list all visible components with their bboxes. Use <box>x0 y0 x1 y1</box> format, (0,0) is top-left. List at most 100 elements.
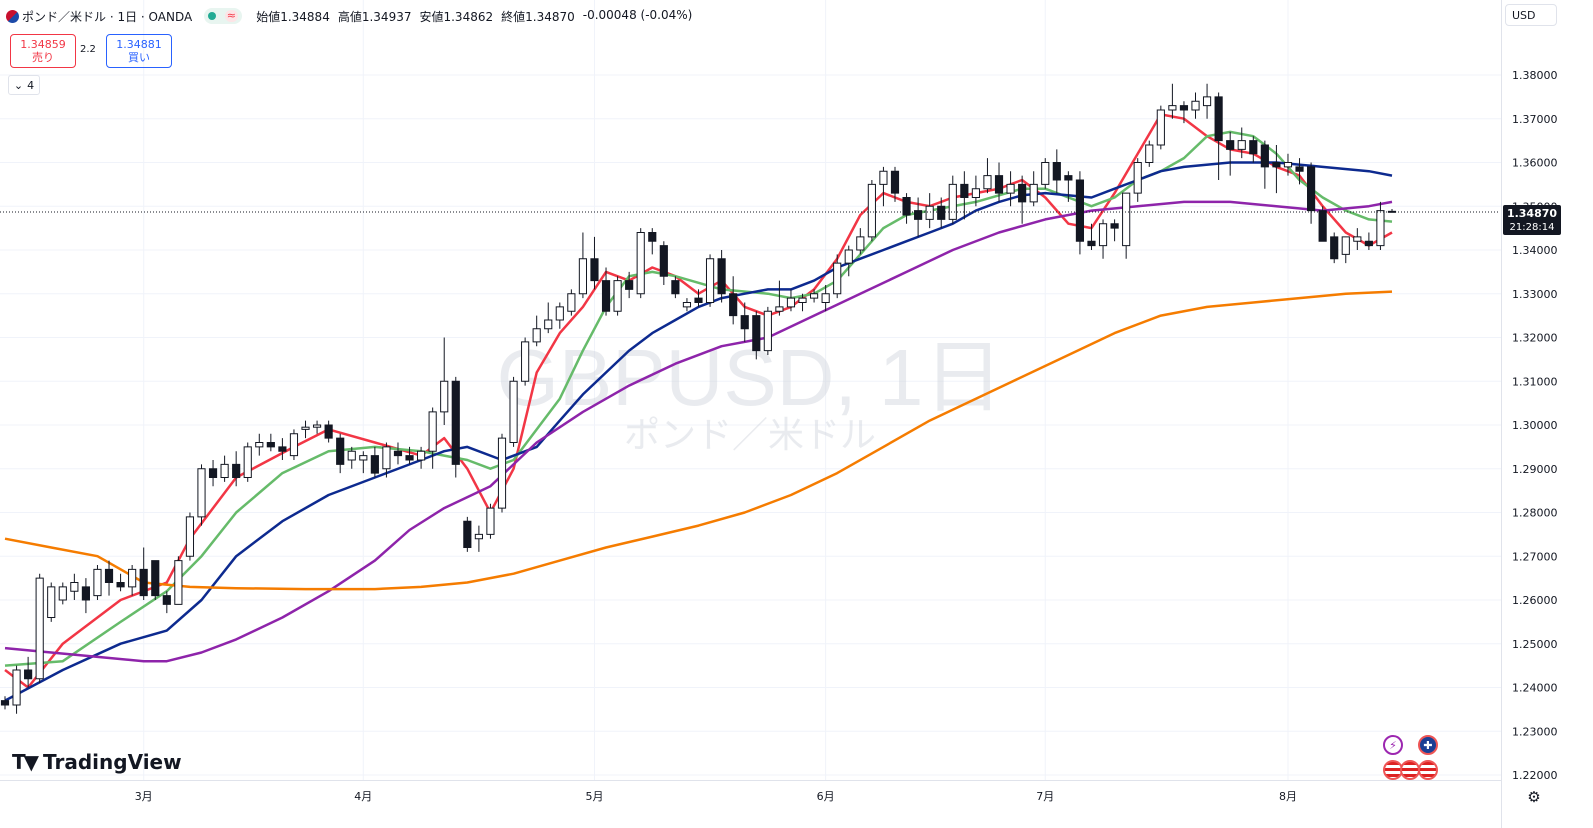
candle <box>1087 223 1096 250</box>
y-tick-label: 1.30000 <box>1512 419 1558 432</box>
candle <box>220 455 229 482</box>
x-tick-label: 3月 <box>135 790 153 803</box>
market-status[interactable]: ≈ <box>204 8 243 24</box>
y-tick-label: 1.33000 <box>1512 288 1558 301</box>
candle <box>971 175 980 207</box>
candle <box>405 446 414 465</box>
candle <box>925 193 934 229</box>
candle <box>278 438 287 460</box>
sell-button[interactable]: 1.34859 売り <box>10 34 76 68</box>
event-us-flag-icon[interactable] <box>1418 760 1438 780</box>
sell-price: 1.34859 <box>20 38 66 51</box>
candle <box>93 565 102 600</box>
time-axis[interactable]: 3月 4月 5月 6月 7月 8月 <box>135 790 1297 803</box>
candle <box>1237 127 1246 159</box>
candle <box>729 276 738 325</box>
y-tick-label: 1.27000 <box>1512 550 1558 563</box>
x-tick-label: 6月 <box>817 790 835 803</box>
y-tick-label: 1.31000 <box>1512 375 1558 388</box>
candle <box>613 276 622 316</box>
candle <box>810 289 819 303</box>
candle <box>428 407 437 469</box>
symbol-info[interactable]: ポンド／米ドル · 1日 · OANDA <box>6 8 192 25</box>
y-tick-label: 1.37000 <box>1512 113 1558 126</box>
candle <box>497 433 507 513</box>
event-bolt-icon[interactable]: ⚡ <box>1383 735 1403 755</box>
candle <box>58 582 67 605</box>
candle <box>717 250 726 303</box>
candle <box>821 285 830 312</box>
price-badge: 1.34870 21:28:14 <box>1503 204 1561 235</box>
candle <box>1168 83 1177 119</box>
buy-button[interactable]: 1.34881 買い <box>106 34 172 68</box>
candle <box>867 180 876 242</box>
candle <box>521 337 530 386</box>
candle <box>1260 140 1269 189</box>
candle <box>532 315 541 347</box>
indicators-count: 4 <box>27 78 35 92</box>
candle <box>1226 131 1235 176</box>
candle <box>347 446 356 469</box>
candle <box>567 289 576 316</box>
candle <box>694 289 703 307</box>
candle <box>1156 105 1165 150</box>
candle <box>937 197 946 229</box>
candle <box>1330 232 1339 264</box>
indicators-toggle[interactable]: ⌄ 4 <box>8 75 40 95</box>
candle <box>1202 83 1212 119</box>
candle <box>1191 92 1200 119</box>
grid <box>0 0 1501 780</box>
candle <box>601 267 611 316</box>
candle <box>151 560 160 600</box>
currency-selector[interactable]: USD <box>1505 4 1557 26</box>
candle <box>833 254 842 299</box>
candle <box>1179 101 1189 124</box>
candle <box>243 442 252 482</box>
ohlc-low: 安値1.34862 <box>419 9 494 24</box>
candle <box>856 228 865 255</box>
candle <box>1249 136 1258 163</box>
candle <box>902 193 911 224</box>
candle <box>116 573 125 592</box>
candle <box>1041 158 1050 189</box>
candle <box>994 162 1004 202</box>
candle <box>312 420 322 434</box>
y-tick-label: 1.29000 <box>1512 463 1558 476</box>
buy-label: 買い <box>128 51 150 64</box>
candle <box>625 271 634 299</box>
y-tick-label: 1.22000 <box>1512 769 1558 782</box>
event-us-flag-icon[interactable] <box>1400 760 1420 780</box>
candle <box>139 547 148 600</box>
candle <box>1052 149 1061 194</box>
candle <box>890 166 900 202</box>
candle <box>555 302 564 329</box>
candle <box>740 302 749 342</box>
candle <box>1364 232 1373 250</box>
candle <box>1133 158 1142 202</box>
candle <box>509 376 518 447</box>
gbp-usd-flag-icon <box>6 9 19 23</box>
tradingview-logo[interactable]: Τ▼ TradingView <box>12 750 182 774</box>
event-uk-flag-icon[interactable]: ✚ <box>1418 735 1438 755</box>
watermark-symbol: GBPUSD, 1日 <box>497 333 1004 422</box>
candle <box>1064 171 1073 202</box>
x-tick-label: 5月 <box>585 790 603 803</box>
candle <box>879 166 888 207</box>
settings-gear-icon[interactable]: ⚙ <box>1527 788 1541 806</box>
watermark-description: ポンド／米ドル <box>624 415 876 456</box>
ohlc-values: 始値1.34884 高値1.34937 安値1.34862 終値1.34870 … <box>256 8 692 25</box>
candle <box>128 565 137 596</box>
wave-icon: ≈ <box>224 9 238 22</box>
candle <box>914 197 923 237</box>
candle <box>671 276 680 299</box>
candle <box>705 254 715 307</box>
candle <box>451 376 460 478</box>
candle <box>1018 175 1027 224</box>
candle <box>266 433 275 452</box>
candle <box>590 236 599 290</box>
candle <box>393 442 403 465</box>
candle <box>786 289 796 312</box>
badge-countdown: 21:28:14 <box>1510 222 1555 233</box>
price-axis[interactable]: 1.380001.370001.360001.350001.340001.330… <box>1512 69 1558 782</box>
